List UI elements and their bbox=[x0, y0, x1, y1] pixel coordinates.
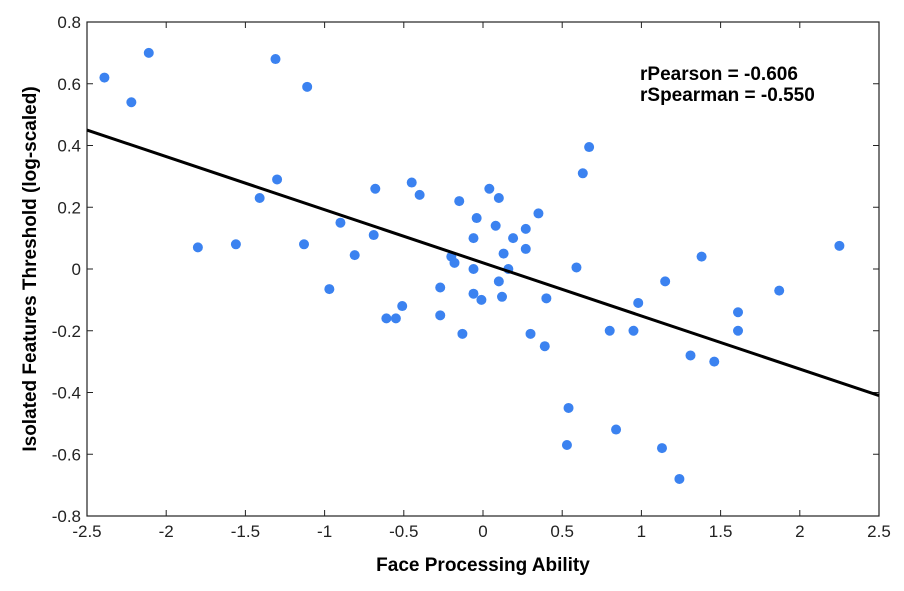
data-point bbox=[628, 325, 639, 336]
data-point bbox=[302, 81, 313, 92]
data-point bbox=[435, 310, 446, 321]
x-tick-label: -2 bbox=[159, 522, 174, 541]
data-point bbox=[733, 325, 744, 336]
data-point bbox=[324, 284, 335, 295]
x-tick-label: -0.5 bbox=[389, 522, 418, 541]
annotation-spearman: rSpearman = -0.550 bbox=[640, 85, 815, 106]
data-point bbox=[349, 250, 360, 261]
data-point bbox=[674, 473, 685, 484]
data-point bbox=[449, 257, 460, 268]
data-point bbox=[660, 276, 671, 287]
data-point bbox=[370, 183, 381, 194]
x-tick-label: -1.5 bbox=[231, 522, 260, 541]
x-tick-label: 0 bbox=[478, 522, 487, 541]
x-axis-label: Face Processing Ability bbox=[376, 555, 590, 576]
data-point bbox=[533, 208, 544, 219]
x-tick-label: -1 bbox=[317, 522, 332, 541]
y-tick-label: 0.6 bbox=[57, 75, 81, 94]
x-tick-label: 2.5 bbox=[867, 522, 891, 541]
data-point bbox=[563, 402, 574, 413]
y-axis-label: Isolated Features Threshold (log-scaled) bbox=[20, 86, 41, 451]
x-tick-label: 0.5 bbox=[550, 522, 574, 541]
data-point bbox=[633, 297, 644, 308]
data-point bbox=[577, 168, 588, 179]
data-point bbox=[834, 240, 845, 251]
data-point bbox=[476, 294, 487, 305]
data-point bbox=[454, 196, 465, 207]
data-point bbox=[381, 313, 392, 324]
data-point bbox=[414, 189, 425, 200]
y-tick-label: 0 bbox=[72, 260, 81, 279]
x-tick-label: 2 bbox=[795, 522, 804, 541]
y-tick-label: -0.6 bbox=[52, 445, 81, 464]
data-point bbox=[696, 251, 707, 262]
data-point bbox=[571, 262, 582, 273]
data-point bbox=[733, 307, 744, 318]
data-point bbox=[604, 325, 615, 336]
data-point bbox=[99, 72, 110, 83]
data-point bbox=[709, 356, 720, 367]
data-point bbox=[520, 243, 531, 254]
data-point bbox=[299, 239, 310, 250]
data-point bbox=[611, 424, 622, 435]
data-point bbox=[192, 242, 203, 253]
y-tick-label: -0.4 bbox=[52, 384, 81, 403]
data-point bbox=[471, 213, 482, 224]
data-point bbox=[335, 217, 346, 228]
data-point bbox=[490, 220, 501, 231]
data-point bbox=[685, 350, 696, 361]
data-point bbox=[493, 276, 504, 287]
data-point bbox=[397, 301, 408, 312]
data-point bbox=[498, 248, 509, 259]
x-tick-label: 1.5 bbox=[709, 522, 733, 541]
data-point bbox=[406, 177, 417, 188]
data-point bbox=[468, 264, 479, 274]
data-point bbox=[656, 443, 667, 454]
data-point bbox=[561, 439, 572, 450]
data-point bbox=[435, 282, 446, 293]
y-tick-label: 0.8 bbox=[57, 13, 81, 32]
data-point bbox=[230, 239, 241, 250]
data-point bbox=[457, 328, 468, 339]
y-tick-label: -0.2 bbox=[52, 322, 81, 341]
x-tick-label: 1 bbox=[637, 522, 646, 541]
data-point bbox=[508, 233, 519, 244]
data-point bbox=[525, 328, 536, 339]
data-point bbox=[774, 285, 785, 296]
annotation-pearson: rPearson = -0.606 bbox=[640, 64, 798, 85]
data-point bbox=[520, 223, 531, 234]
data-point bbox=[270, 54, 281, 65]
y-tick-label: -0.8 bbox=[52, 507, 81, 526]
data-point bbox=[468, 233, 479, 244]
data-point bbox=[493, 192, 504, 203]
data-point bbox=[272, 174, 283, 185]
data-point bbox=[484, 183, 495, 194]
y-tick-label: 0.4 bbox=[57, 137, 81, 156]
data-point bbox=[368, 230, 379, 241]
data-point bbox=[390, 313, 401, 324]
data-point bbox=[497, 291, 508, 302]
regression-line bbox=[86, 128, 880, 398]
data-point bbox=[126, 97, 137, 108]
data-point bbox=[541, 293, 552, 304]
data-point bbox=[468, 288, 479, 299]
data-point bbox=[584, 142, 595, 153]
y-tick-label: 0.2 bbox=[57, 198, 81, 217]
data-point bbox=[143, 47, 154, 58]
data-point bbox=[539, 341, 550, 352]
data-point bbox=[254, 192, 265, 203]
x-tick-label: -2.5 bbox=[72, 522, 101, 541]
